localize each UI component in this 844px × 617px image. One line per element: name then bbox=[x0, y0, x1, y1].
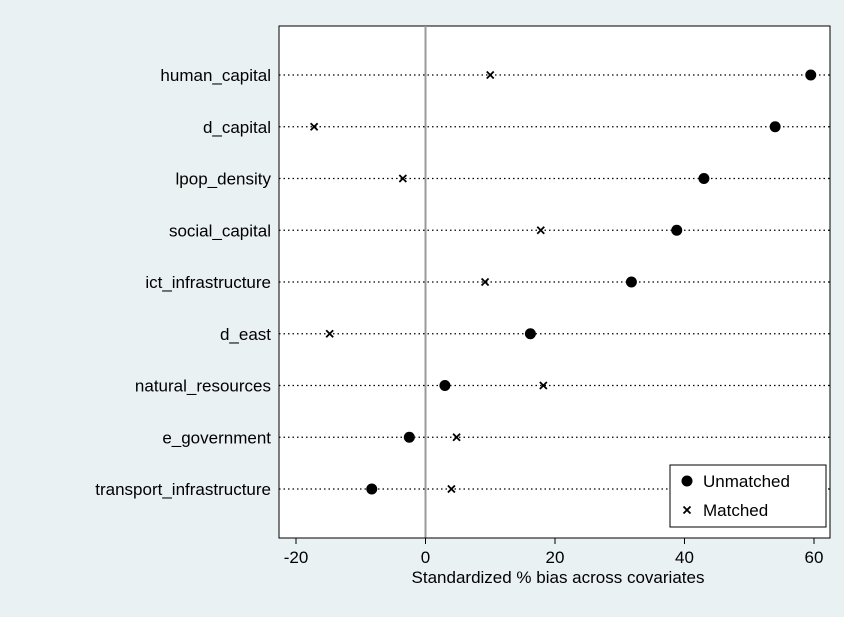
unmatched-point bbox=[671, 224, 683, 236]
category-label: d_east bbox=[220, 325, 271, 344]
matched-point bbox=[452, 433, 461, 442]
data-marks bbox=[309, 69, 817, 495]
matched-point bbox=[539, 381, 548, 390]
unmatched-point bbox=[366, 483, 378, 495]
category-label: ict_infrastructure bbox=[145, 273, 271, 292]
unmatched-point bbox=[625, 276, 637, 288]
matched-point bbox=[398, 174, 407, 183]
unmatched-point bbox=[524, 328, 536, 340]
matched-point bbox=[480, 277, 490, 287]
category-label: transport_infrastructure bbox=[95, 480, 271, 499]
matched-point-stroke bbox=[486, 70, 495, 80]
unmatched-point bbox=[403, 431, 415, 443]
category-label: natural_resources bbox=[135, 377, 271, 396]
matched-point-stroke bbox=[309, 122, 319, 131]
matched-point bbox=[325, 329, 334, 338]
unmatched-point bbox=[698, 173, 710, 184]
category-label: lpop_density bbox=[176, 170, 272, 189]
category-labels: human_capital d_capital lpop_densitysocial… bbox=[95, 66, 271, 499]
matched-point-stroke bbox=[480, 277, 490, 287]
matched-point-stroke bbox=[325, 329, 334, 338]
legend-matched-marker-stroke bbox=[682, 505, 692, 515]
matched-point-stroke bbox=[452, 433, 461, 442]
x-tick-label: 60 bbox=[805, 548, 824, 567]
x-axis: -20 0 20 40 60 bbox=[279, 537, 830, 567]
matched-point bbox=[447, 484, 456, 494]
category-label: social_capital bbox=[169, 221, 271, 240]
legend: Unmatched Matched bbox=[669, 464, 827, 528]
x-axis-title: Standardized % bias across covariates bbox=[412, 568, 705, 587]
category-label: human_capital bbox=[160, 66, 271, 85]
matched-point-stroke bbox=[447, 484, 456, 494]
legend-box bbox=[669, 464, 827, 528]
unmatched-point bbox=[769, 121, 781, 133]
matched-point bbox=[309, 122, 319, 131]
matched-point bbox=[486, 70, 495, 80]
category-label: d_capital bbox=[203, 118, 271, 137]
matched-point-stroke bbox=[539, 381, 548, 390]
unmatched-point bbox=[439, 380, 451, 391]
x-tick-label: 20 bbox=[546, 548, 565, 567]
matched-point-stroke bbox=[536, 226, 545, 235]
legend-label: Matched bbox=[703, 501, 768, 520]
legend-label: Unmatched bbox=[703, 472, 790, 491]
legend-matched-marker bbox=[682, 505, 692, 515]
x-tick-label: 40 bbox=[675, 548, 694, 567]
category-label: e_government bbox=[162, 428, 271, 447]
matched-point-stroke bbox=[398, 174, 407, 183]
x-tick-label: 0 bbox=[421, 548, 430, 567]
unmatched-point bbox=[805, 69, 817, 81]
x-tick-label: -20 bbox=[284, 548, 309, 567]
matched-point bbox=[536, 226, 545, 235]
legend-unmatched-marker bbox=[681, 475, 693, 487]
